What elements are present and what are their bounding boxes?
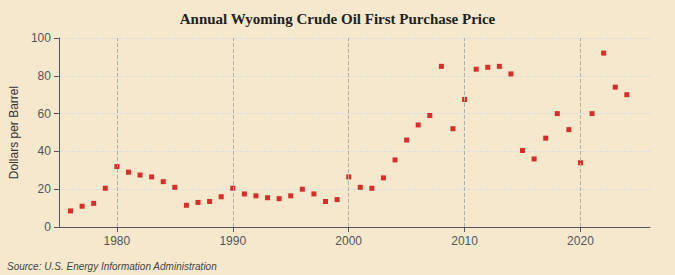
svg-text:2020: 2020 (567, 234, 594, 248)
svg-text:2000: 2000 (335, 234, 362, 248)
svg-text:Source: U.S. Energy Informatio: Source: U.S. Energy Information Administ… (7, 261, 217, 272)
svg-text:0: 0 (44, 220, 51, 234)
svg-text:Annual Wyoming Crude Oil First: Annual Wyoming Crude Oil First Purchase … (180, 11, 496, 27)
svg-text:20: 20 (38, 182, 52, 196)
svg-text:Dollars per Barrel: Dollars per Barrel (7, 86, 21, 179)
svg-text:40: 40 (38, 144, 52, 158)
svg-text:60: 60 (38, 107, 52, 121)
svg-text:80: 80 (38, 69, 52, 83)
svg-text:1990: 1990 (219, 234, 246, 248)
svg-text:2010: 2010 (451, 234, 478, 248)
svg-text:1980: 1980 (104, 234, 131, 248)
svg-text:100: 100 (31, 31, 51, 45)
